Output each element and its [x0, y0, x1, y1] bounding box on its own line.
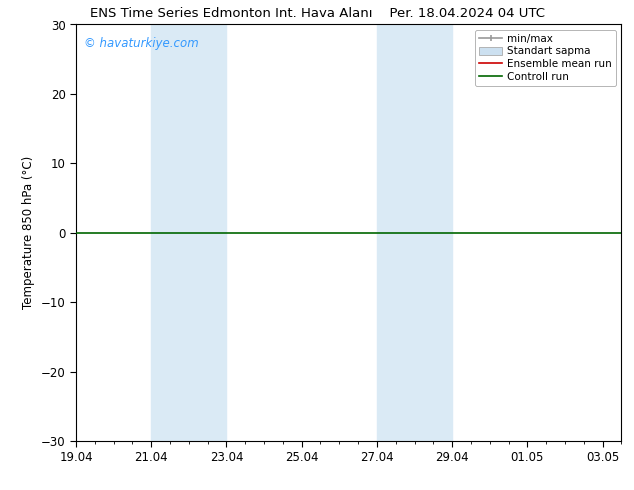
Text: ENS Time Series Edmonton Int. Hava Alanı    Per. 18.04.2024 04 UTC: ENS Time Series Edmonton Int. Hava Alanı…	[89, 7, 545, 21]
Legend: min/max, Standart sapma, Ensemble mean run, Controll run: min/max, Standart sapma, Ensemble mean r…	[475, 30, 616, 86]
Bar	[152, 24, 226, 441]
Text: © havaturkiye.com: © havaturkiye.com	[84, 37, 199, 50]
Y-axis label: Temperature 850 hPa (°C): Temperature 850 hPa (°C)	[22, 156, 36, 309]
Bar	[377, 24, 452, 441]
